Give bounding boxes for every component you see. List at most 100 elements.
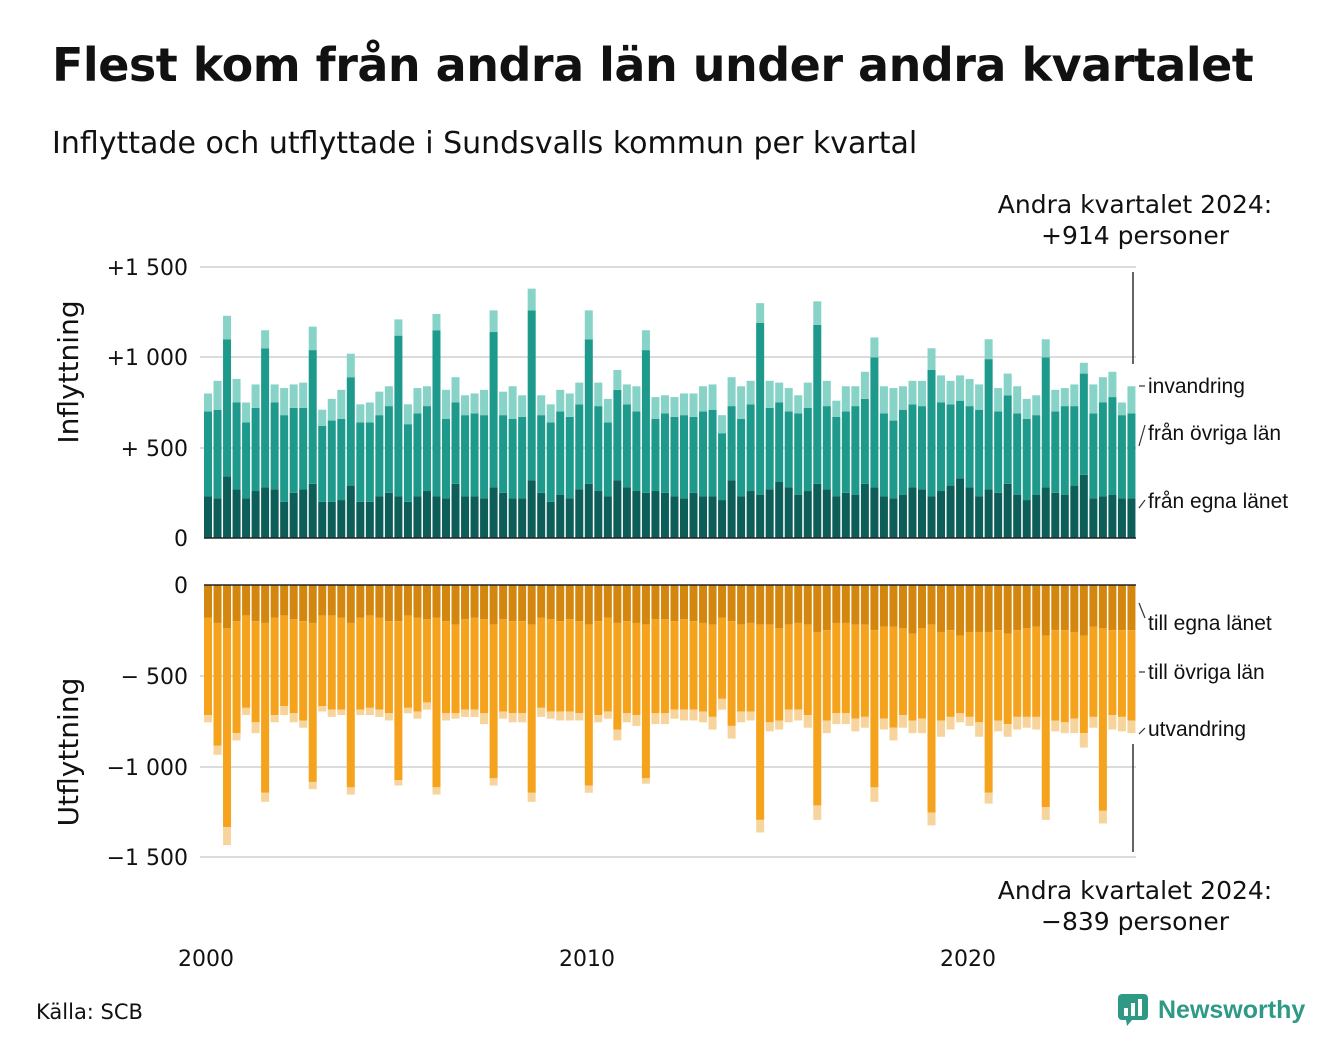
bar-out-own <box>346 585 355 623</box>
bar-out-own <box>994 585 1003 631</box>
bar-in-other <box>1098 402 1107 497</box>
bar-out-other <box>546 619 555 712</box>
bar-in-abroad <box>327 398 336 421</box>
bar-in-own <box>394 496 403 538</box>
bar-out-own <box>965 585 974 632</box>
bar-in-other <box>841 411 850 493</box>
legend-label-fran-ovriga-lan: från övriga län <box>1148 422 1281 445</box>
bar-out-own <box>918 585 926 629</box>
bar-in-abroad <box>870 337 879 358</box>
bar-out-abroad <box>394 780 403 786</box>
bar-in-other <box>556 411 565 495</box>
bar-in-other <box>280 415 289 502</box>
legend-label-invandring: invandring <box>1148 375 1245 398</box>
bar-out-other <box>261 622 270 793</box>
bar-out-own <box>518 585 527 622</box>
bar-in-own <box>832 496 841 538</box>
bar-in-other <box>718 433 727 501</box>
bar-in-own <box>727 480 736 538</box>
bar-in-abroad <box>223 315 232 340</box>
bar-out-own <box>1060 585 1069 631</box>
bar-in-own <box>622 487 631 538</box>
bar-in-abroad <box>603 398 612 423</box>
bar-out-other <box>622 621 631 714</box>
bar-out-other <box>1032 626 1041 717</box>
bar-in-own <box>1117 498 1126 538</box>
bar-in-own <box>737 496 746 538</box>
bar-in-abroad <box>660 395 669 414</box>
bar-in-own <box>651 491 660 538</box>
bar-in-abroad <box>499 391 508 416</box>
bar-in-own <box>413 496 422 538</box>
bar-out-other <box>461 619 470 710</box>
bar-in-own <box>242 498 251 538</box>
bar-in-abroad <box>965 379 974 407</box>
bar-out-own <box>622 585 631 622</box>
bar-out-abroad <box>975 722 984 737</box>
bar-out-abroad <box>213 745 222 755</box>
bar-in-abroad <box>937 375 946 403</box>
bar-out-other <box>527 624 536 793</box>
bar-in-abroad <box>537 395 546 416</box>
bar-in-own <box>442 498 450 538</box>
bar-in-other <box>1022 418 1031 501</box>
bar-in-own <box>299 489 308 538</box>
bar-out-own <box>956 585 965 636</box>
bar-in-other <box>594 406 603 492</box>
bar-out-abroad <box>699 711 708 723</box>
bar-in-abroad <box>765 380 774 408</box>
bar-out-abroad <box>822 720 831 734</box>
bar-in-other <box>622 404 631 488</box>
newsworthy-logo: Newsworthy <box>1118 994 1305 1026</box>
bar-out-own <box>784 585 793 625</box>
bar-out-abroad <box>937 720 946 737</box>
bar-in-other <box>937 402 946 492</box>
bar-in-abroad <box>480 389 489 416</box>
bar-out-own <box>737 585 746 625</box>
bar-in-other <box>746 404 755 492</box>
bar-out-abroad <box>1079 733 1088 748</box>
bar-out-own <box>461 585 470 620</box>
x-tick-label: 2010 <box>559 947 615 972</box>
bar-out-other <box>575 621 584 714</box>
bar-in-abroad <box>670 397 679 417</box>
bar-out-other <box>232 621 241 734</box>
bar-in-other <box>422 406 431 492</box>
bar-in-own <box>1070 485 1079 538</box>
bar-in-own <box>546 501 555 538</box>
bar-out-own <box>765 585 774 625</box>
bar-in-own <box>1108 494 1117 538</box>
bar-in-abroad <box>356 404 365 423</box>
bar-in-other <box>375 415 384 497</box>
bar-in-other <box>727 406 736 481</box>
bar-out-own <box>898 585 907 629</box>
bar-out-other <box>632 622 641 716</box>
bar-out-other <box>403 615 412 708</box>
bar-in-abroad <box>594 382 603 407</box>
bar-in-own <box>223 476 232 538</box>
bar-out-own <box>251 585 260 622</box>
bar-out-other <box>1051 630 1060 721</box>
bar-in-own <box>965 487 974 538</box>
bar-in-other <box>813 324 822 484</box>
bar-out-abroad <box>1117 716 1126 732</box>
bar-in-own <box>251 491 260 538</box>
bar-out-abroad <box>832 713 841 725</box>
bar-out-other <box>975 631 984 723</box>
y-tick-label: − 500 <box>121 665 188 690</box>
bar-out-own <box>1127 585 1136 631</box>
bar-out-other <box>699 622 708 712</box>
bar-out-other <box>280 615 289 707</box>
bar-out-other <box>680 619 688 710</box>
bar-out-own <box>718 585 727 618</box>
bar-out-own <box>841 585 850 623</box>
bar-out-own <box>727 585 736 622</box>
bar-in-other <box>946 404 955 486</box>
bar-out-abroad <box>365 707 374 716</box>
bar-out-own <box>1022 585 1031 629</box>
bar-in-other <box>956 400 965 479</box>
bar-out-other <box>879 626 888 719</box>
bar-in-other <box>584 339 593 484</box>
page-title: Flest kom från andra län under andra kva… <box>52 38 1254 92</box>
